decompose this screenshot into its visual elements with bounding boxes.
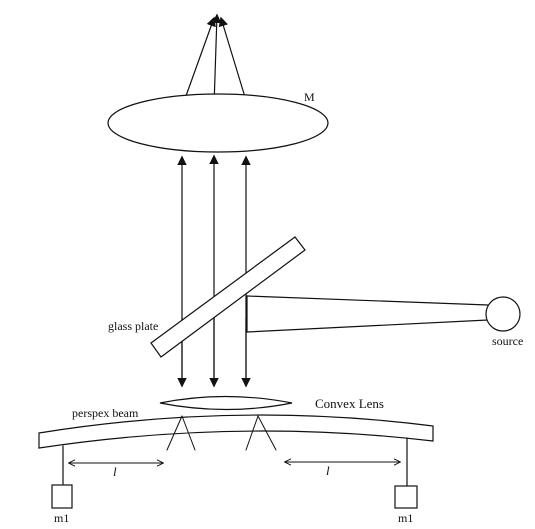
source-beam-bottom-edge	[246, 319, 489, 333]
label-mass-right-text: m1	[398, 511, 413, 525]
source-beam	[246, 295, 489, 333]
perspex-beam	[38, 414, 434, 449]
glass-plate	[150, 236, 306, 358]
right-mass	[394, 485, 418, 509]
label-mass-left-text: m1	[54, 511, 69, 525]
label-mirror: M	[304, 90, 315, 104]
top-ray-center	[211, 13, 222, 107]
lens-m	[107, 93, 329, 153]
beam-ray-left-outer	[166, 415, 183, 451]
top-ray-left	[181, 16, 216, 108]
label-length-right: l	[326, 463, 330, 478]
converging-rays	[181, 13, 249, 108]
beam-ray-left-inner	[181, 415, 196, 451]
beam-ray-right-inner	[245, 415, 259, 451]
top-ray-right	[218, 16, 249, 108]
label-convex-lens: Convex Lens	[315, 396, 384, 411]
beam-rays	[166, 415, 277, 451]
convex-lens	[159, 395, 293, 411]
label-mass-left: m1	[54, 511, 69, 525]
label-perspex-beam: perspex beam	[72, 406, 139, 420]
supports	[62, 437, 408, 487]
left-mass	[51, 484, 73, 509]
source-beam-top-edge	[246, 295, 489, 306]
length-markers	[69, 462, 400, 463]
label-length-left: l	[113, 464, 117, 479]
label-mass-right: m1	[398, 511, 413, 525]
label-source: source	[492, 334, 523, 348]
light-source	[485, 296, 521, 332]
beam-ray-right-outer	[257, 415, 277, 451]
label-glass-plate: glass plate	[108, 319, 158, 333]
